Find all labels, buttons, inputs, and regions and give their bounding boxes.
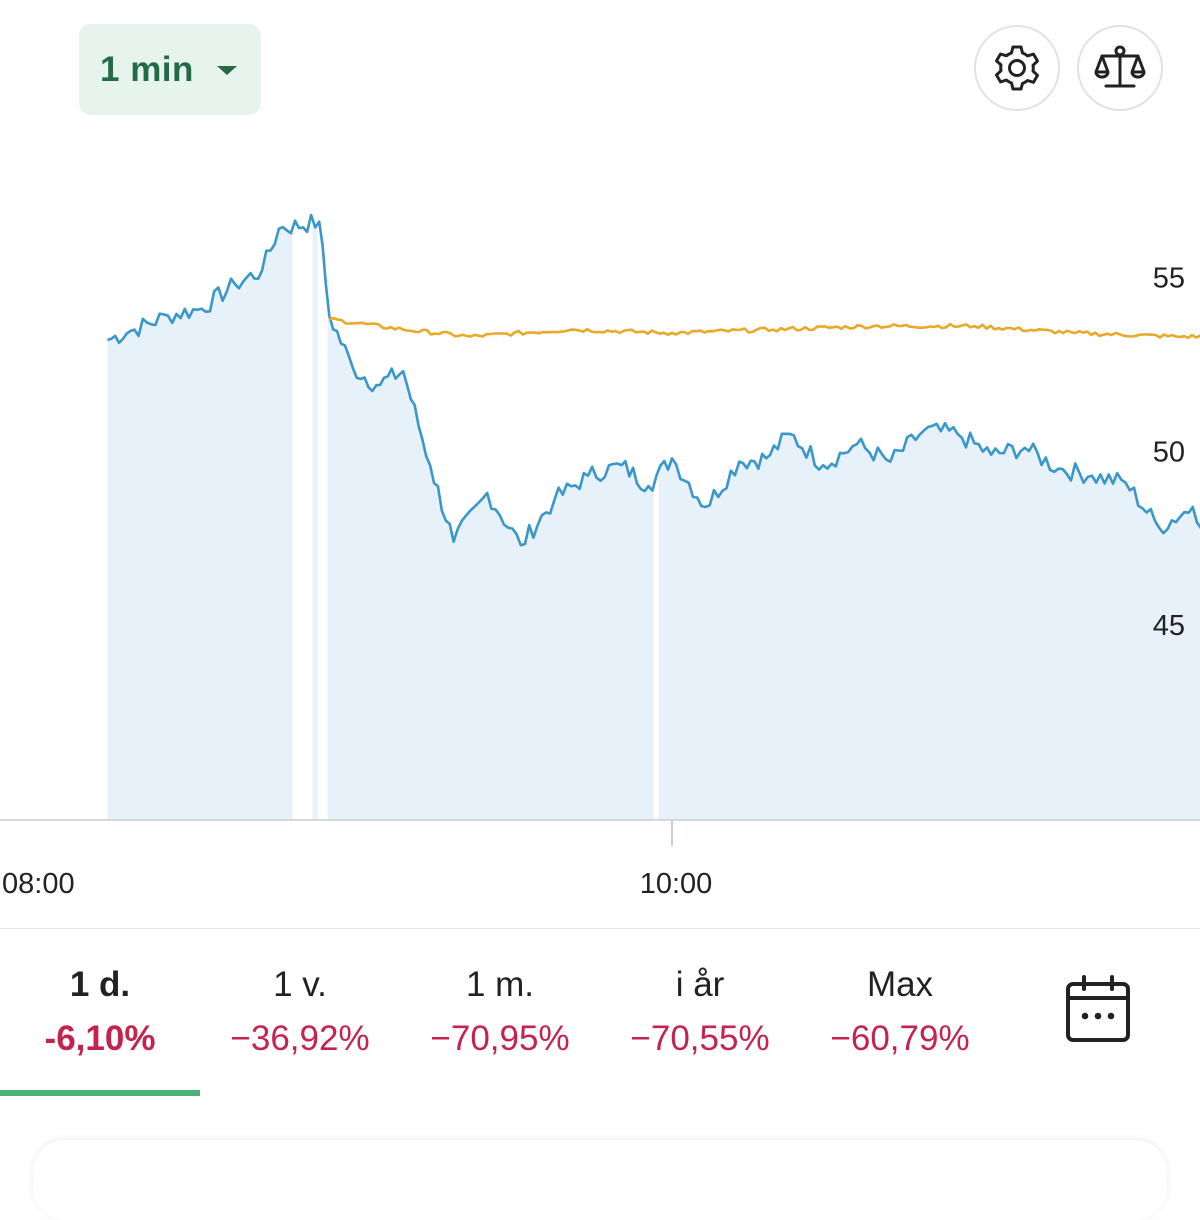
- period-change: −70,55%: [600, 1015, 800, 1063]
- period-label: i år: [600, 955, 800, 1015]
- calendar-icon: [1060, 972, 1136, 1048]
- y-tick-label: 55: [1153, 262, 1185, 294]
- period-change: −70,95%: [400, 1015, 600, 1063]
- calendar-button[interactable]: [1060, 972, 1136, 1048]
- period-label: Max: [800, 955, 1000, 1015]
- x-tick-label: 08:00: [2, 868, 75, 900]
- period-divider: [0, 928, 1200, 929]
- period-change: −36,92%: [200, 1015, 400, 1063]
- period-tab-1d[interactable]: 1 d. -6,10%: [0, 955, 200, 1095]
- data-gap: [292, 140, 312, 820]
- period-tab-max[interactable]: Max −60,79%: [800, 955, 1000, 1095]
- period-tab-1v[interactable]: 1 v. −36,92%: [200, 955, 400, 1095]
- y-tick-label: 45: [1153, 610, 1185, 642]
- period-label: 1 d.: [0, 955, 200, 1015]
- period-change: −60,79%: [800, 1015, 1000, 1063]
- period-label: 1 v.: [200, 955, 400, 1015]
- bottom-card: [33, 1140, 1167, 1220]
- active-tab-indicator: [0, 1090, 200, 1096]
- period-tab-ytd[interactable]: i år −70,55%: [600, 955, 800, 1095]
- x-tick-label: 10:00: [640, 868, 713, 900]
- period-change: -6,10%: [0, 1015, 200, 1063]
- reference-line: [329, 318, 1200, 352]
- period-tab-1m[interactable]: 1 m. −70,95%: [400, 955, 600, 1095]
- y-tick-label: 50: [1153, 436, 1185, 468]
- period-label: 1 m.: [400, 955, 600, 1015]
